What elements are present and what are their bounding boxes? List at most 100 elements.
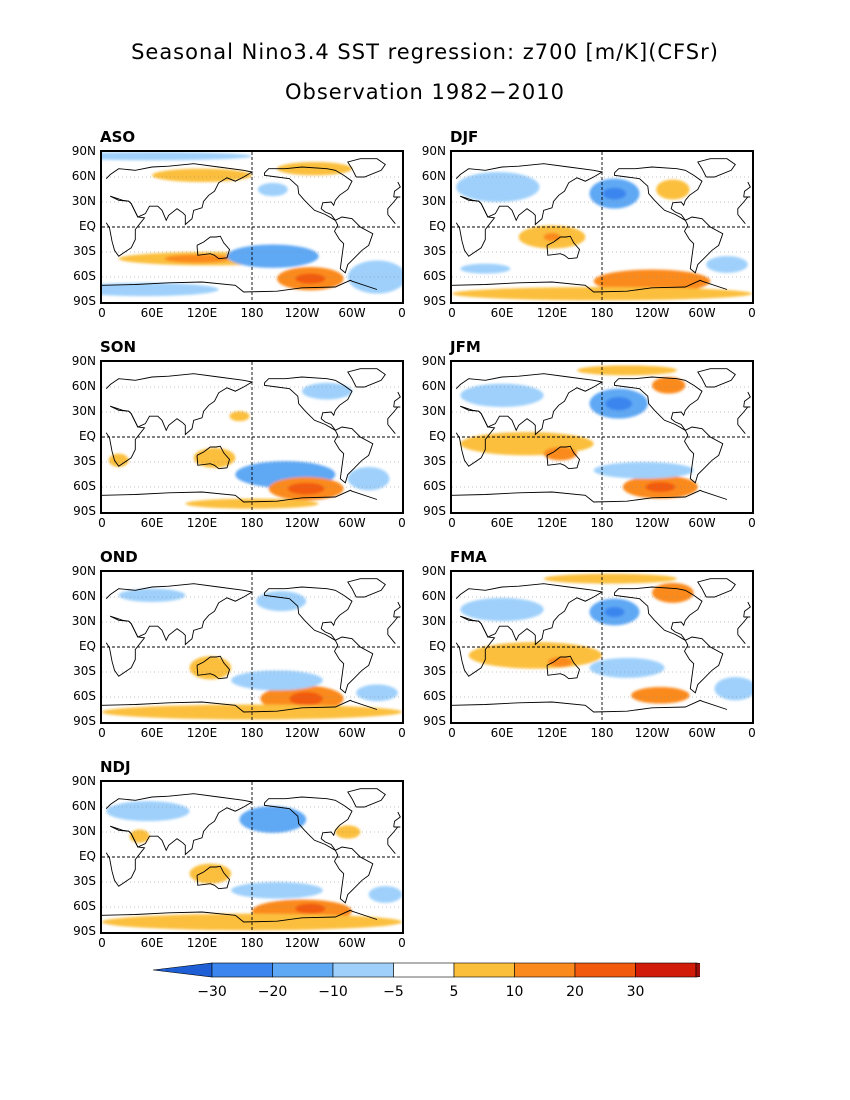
colorbar-label: −30 <box>197 984 227 1000</box>
lat-tick-label: 30N <box>421 614 446 628</box>
lat-tick-label: 90N <box>421 354 446 368</box>
lat-tick-label: 90S <box>423 294 446 308</box>
lon-tick-label: 0 <box>748 516 756 530</box>
lon-tick-label: 120W <box>634 516 670 530</box>
map-panel-ond: OND 90N 60N 30N EQ 30S 60S 90S 0 60E 120E 180 120W 60… <box>72 548 456 758</box>
colorbar-label: −10 <box>318 984 348 1000</box>
map-panel-djf: DJF 90N 60N 30N EQ 30S 60S 90S 0 60E 120E 180 120W 60… <box>422 128 806 338</box>
lat-tick-label: EQ <box>428 219 446 233</box>
lon-tick-label: 60E <box>490 726 514 740</box>
lat-tick-label: 60S <box>73 269 96 283</box>
lat-tick-label: 60N <box>421 169 446 183</box>
lat-tick-label: 90N <box>421 144 446 158</box>
anomaly-contour <box>543 573 677 584</box>
anomaly-contour <box>543 232 561 242</box>
regression-map <box>102 572 402 722</box>
lon-tick-label: 60E <box>140 516 164 530</box>
panel-label: DJF <box>450 128 479 146</box>
colorbar-swatches <box>152 962 755 978</box>
anomaly-contour <box>231 670 323 691</box>
map-frame <box>450 570 754 724</box>
lat-tick-label: 30S <box>423 244 446 258</box>
coastline <box>102 489 378 503</box>
coastline <box>455 583 751 646</box>
lat-tick-label: 60S <box>73 479 96 493</box>
lon-tick-label: 180 <box>590 306 614 320</box>
lat-tick-label: 60S <box>423 689 446 703</box>
lon-tick-label: 120E <box>186 726 218 740</box>
lat-tick-label: 30S <box>73 244 96 258</box>
colorbar-swatch <box>453 962 515 978</box>
regression-map <box>102 152 402 302</box>
lon-tick-label: 180 <box>240 306 264 320</box>
anomaly-contour <box>106 801 190 822</box>
coastline <box>333 846 374 904</box>
lat-tick-label: 60S <box>73 899 96 913</box>
lat-tick-label: 90S <box>73 504 96 518</box>
panel-label: OND <box>100 548 138 566</box>
map-frame <box>100 780 404 934</box>
lon-tick-label: 0 <box>398 726 406 740</box>
anomaly-contour <box>231 882 323 899</box>
map-panel-ndj: NDJ 90N 60N 30N EQ 30S 60S 90S 0 60E 120E 180 120W 60… <box>72 758 456 968</box>
anomaly-contour <box>102 152 252 161</box>
coastline <box>264 586 353 641</box>
lon-tick-label: 180 <box>240 516 264 530</box>
lat-tick-label: EQ <box>78 219 96 233</box>
lat-tick-label: 30S <box>423 454 446 468</box>
coastline <box>333 426 374 484</box>
lat-tick-label: 60S <box>423 269 446 283</box>
coastline <box>105 615 399 677</box>
lat-tick-label: 90S <box>423 714 446 728</box>
anomaly-contour <box>152 168 252 182</box>
lat-tick-label: EQ <box>428 429 446 443</box>
coastline <box>196 445 231 470</box>
anomaly-contour <box>656 179 690 200</box>
lon-tick-label: 120E <box>186 306 218 320</box>
anomaly-contour <box>593 462 694 479</box>
lon-tick-label: 180 <box>590 726 614 740</box>
colorbar-label: −5 <box>383 984 404 1000</box>
lat-tick-label: 60N <box>421 379 446 393</box>
lon-tick-label: 120W <box>284 516 320 530</box>
anomaly-contour <box>547 657 573 667</box>
coastline <box>196 235 231 260</box>
colorbar-label: 30 <box>626 984 645 1000</box>
regression-map <box>102 362 402 512</box>
coastline <box>614 376 703 431</box>
coastline <box>683 216 724 274</box>
anomaly-contour <box>460 263 511 274</box>
lon-tick-label: 120W <box>284 306 320 320</box>
anomaly-contour <box>189 656 232 680</box>
anomaly-contour <box>164 254 232 263</box>
anomaly-contour <box>193 447 236 468</box>
anomaly-contour <box>631 687 690 704</box>
lon-tick-label: 0 <box>448 306 456 320</box>
coastline <box>105 583 401 646</box>
anomaly-contour <box>602 187 627 200</box>
lon-tick-label: 120E <box>186 936 218 950</box>
coastline <box>196 655 231 680</box>
lat-tick-label: 60N <box>421 589 446 603</box>
anomaly-contour <box>468 642 602 669</box>
lon-tick-label: 0 <box>448 516 456 530</box>
lon-tick-label: 60E <box>140 726 164 740</box>
lat-tick-label: 60N <box>71 169 96 183</box>
anomaly-contour <box>460 597 544 622</box>
anomaly-contour <box>227 244 319 268</box>
regression-map <box>102 782 402 932</box>
lat-tick-label: EQ <box>78 429 96 443</box>
map-panel-fma: FMA 90N 60N 30N EQ 30S 60S 90S 0 60E 120E 180 120W 60… <box>422 548 806 758</box>
anomaly-contour <box>295 273 326 284</box>
lon-tick-label: 0 <box>748 726 756 740</box>
coastline <box>102 909 378 923</box>
coastline <box>105 373 401 436</box>
coastline <box>697 158 736 178</box>
anomaly-contour <box>356 684 398 702</box>
colorbar-swatch <box>332 962 394 978</box>
lon-tick-label: 120W <box>634 306 670 320</box>
colorbar: −30 −20 −10 −5 5 10 20 30 <box>150 960 755 1010</box>
anomaly-contour <box>287 482 325 495</box>
map-frame <box>100 360 404 514</box>
panel-label: ASO <box>100 128 136 146</box>
